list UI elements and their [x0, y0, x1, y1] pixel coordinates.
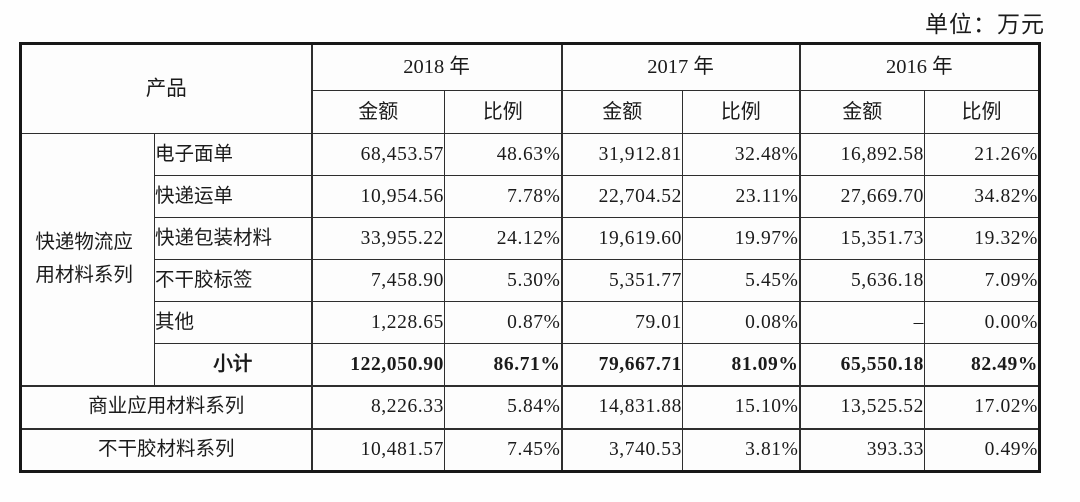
- ratio-cell: 0.87%: [444, 301, 562, 344]
- amount-cell: 33,955.22: [310, 217, 445, 260]
- table-row-subtotal: 小计 122,050.90 86.71% 79,667.71 81.09% 65…: [21, 343, 1040, 386]
- ratio-header-2018: 比例: [444, 90, 562, 134]
- amount-header-2018: 金额: [310, 90, 445, 134]
- ratio-cell: 5.84%: [444, 384, 562, 429]
- amount-cell: 31,912.81: [560, 133, 683, 176]
- ratio-cell: 5.45%: [682, 259, 800, 302]
- product-name-cell: 电子面单: [154, 133, 312, 176]
- ratio-cell: 0.08%: [682, 301, 800, 344]
- product-column-header: 产品: [20, 43, 312, 134]
- table-row-electronic-waybill: 快递物流应用材料系列 电子面单 68,453.57 48.63% 31,912.…: [20, 133, 1040, 386]
- amount-cell: 7,458.90: [310, 259, 445, 302]
- amount-cell: 122,050.90: [310, 343, 445, 386]
- amount-cell: 22,704.52: [560, 175, 683, 218]
- year-2018-header: 2018 年: [310, 43, 562, 91]
- subtotal-label-cell: 小计: [154, 343, 312, 386]
- ratio-cell: 24.12%: [444, 217, 562, 260]
- ratio-cell: 86.71%: [444, 343, 562, 386]
- ratio-cell: 81.09%: [682, 343, 800, 386]
- ratio-cell: 48.63%: [444, 133, 562, 176]
- ratio-cell: 0.00%: [924, 301, 1040, 344]
- ratio-cell: 19.32%: [924, 217, 1040, 260]
- ratio-header-2016: 比例: [924, 90, 1040, 134]
- amount-header-2017: 金额: [560, 90, 683, 134]
- table-row-adhesive-series: 不干胶材料系列 10,481.57 7.45% 3,740.53 3.81% 3…: [20, 427, 1040, 472]
- amount-cell: –: [798, 301, 925, 344]
- amount-cell: 10,481.57: [310, 427, 445, 472]
- amount-cell: 1,228.65: [310, 301, 445, 344]
- header-row-measures: 金额 比例 金额 比例 金额 比例: [21, 90, 1040, 134]
- group-label: 快递物流应用材料系列: [35, 232, 133, 287]
- table-row-express-waybill: 快递运单 10,954.56 7.78% 22,704.52 23.11% 27…: [21, 175, 1040, 218]
- year-2016-header: 2016 年: [798, 43, 1040, 91]
- ratio-cell: 17.02%: [924, 384, 1040, 429]
- series-label-cell: 商业应用材料系列: [20, 384, 312, 429]
- ratio-cell: 32.48%: [682, 133, 800, 176]
- ratio-cell: 19.97%: [682, 217, 800, 260]
- ratio-cell: 21.26%: [924, 133, 1040, 176]
- product-name-cell: 快递运单: [154, 175, 312, 218]
- table-row-commercial-series: 商业应用材料系列 8,226.33 5.84% 14,831.88 15.10%…: [20, 384, 1040, 429]
- ratio-cell: 34.82%: [924, 175, 1040, 218]
- table-row-packaging-material: 快递包装材料 33,955.22 24.12% 19,619.60 19.97%…: [21, 217, 1040, 260]
- ratio-cell: 3.81%: [682, 427, 800, 472]
- amount-cell: 65,550.18: [798, 343, 925, 386]
- amount-cell: 393.33: [798, 427, 925, 472]
- header-row-years: 产品 2018 年 2017 年 2016 年: [20, 43, 1040, 134]
- amount-cell: 15,351.73: [798, 217, 925, 260]
- amount-cell: 19,619.60: [560, 217, 683, 260]
- ratio-cell: 0.49%: [924, 427, 1040, 472]
- amount-cell: 79.01: [560, 301, 683, 344]
- ratio-cell: 23.11%: [682, 175, 800, 218]
- amount-header-2016: 金额: [798, 90, 925, 134]
- amount-cell: 13,525.52: [798, 384, 925, 429]
- product-name-cell: 不干胶标签: [154, 259, 312, 302]
- product-revenue-table: 产品 2018 年 2017 年 2016 年 金额 比例 金额 比例 金额 比…: [19, 42, 1041, 473]
- year-2017-header: 2017 年: [560, 43, 800, 91]
- amount-cell: 10,954.56: [310, 175, 445, 218]
- unit-label: 单位：万元: [925, 12, 1045, 37]
- ratio-cell: 5.30%: [444, 259, 562, 302]
- group-label-cell: 快递物流应用材料系列: [20, 133, 155, 386]
- amount-cell: 3,740.53: [560, 427, 683, 472]
- amount-cell: 14,831.88: [560, 384, 683, 429]
- amount-cell: 79,667.71: [560, 343, 683, 386]
- ratio-cell: 7.78%: [444, 175, 562, 218]
- table-row-other: 其他 1,228.65 0.87% 79.01 0.08% – 0.00%: [21, 301, 1040, 344]
- amount-cell: 5,351.77: [560, 259, 683, 302]
- amount-cell: 27,669.70: [798, 175, 925, 218]
- ratio-cell: 82.49%: [924, 343, 1040, 386]
- amount-cell: 16,892.58: [798, 133, 925, 176]
- table-row-adhesive-label: 不干胶标签 7,458.90 5.30% 5,351.77 5.45% 5,63…: [21, 259, 1040, 302]
- product-name-cell: 快递包装材料: [154, 217, 312, 260]
- ratio-header-2017: 比例: [682, 90, 800, 134]
- product-name-cell: 其他: [154, 301, 312, 344]
- series-label-cell: 不干胶材料系列: [20, 427, 312, 472]
- ratio-cell: 15.10%: [682, 384, 800, 429]
- ratio-cell: 7.45%: [444, 427, 562, 472]
- amount-cell: 68,453.57: [310, 133, 445, 176]
- ratio-cell: 7.09%: [924, 259, 1040, 302]
- amount-cell: 8,226.33: [310, 384, 445, 429]
- amount-cell: 5,636.18: [798, 259, 925, 302]
